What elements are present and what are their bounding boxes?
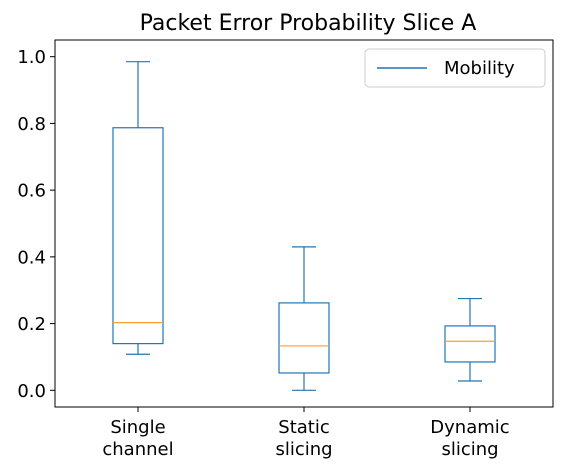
x-tick-label: slicing	[275, 439, 332, 460]
x-tick-label: channel	[102, 439, 173, 460]
box-group	[444, 297, 496, 382]
y-tick-label: 0.2	[17, 314, 46, 335]
legend-label: Mobility	[444, 58, 515, 79]
box-iqr	[444, 325, 496, 363]
y-tick-label: 0.8	[17, 114, 46, 135]
plot-frame	[54, 39, 554, 408]
box-iqr	[278, 302, 330, 374]
y-tick-label: 0.6	[17, 181, 46, 202]
plot-area	[112, 61, 496, 391]
box-group	[112, 61, 164, 355]
y-tick-label: 1.0	[17, 47, 46, 68]
chart-title: Packet Error Probability Slice A	[140, 11, 477, 36]
legend-box	[364, 48, 546, 88]
box-iqr	[112, 127, 164, 345]
y-tick-label: 0.0	[17, 381, 46, 402]
x-tick-label: Dynamic	[430, 417, 509, 438]
y-tick-label: 0.4	[17, 247, 46, 268]
x-tick-label: slicing	[441, 439, 498, 460]
legend: Mobility	[364, 48, 546, 88]
x-tick-label: Static	[278, 417, 329, 438]
y-axis: 0.0 0.2 0.4 0.6 0.8 1.0	[17, 47, 55, 402]
x-tick-label: Single	[110, 417, 165, 438]
box-group	[278, 246, 330, 391]
